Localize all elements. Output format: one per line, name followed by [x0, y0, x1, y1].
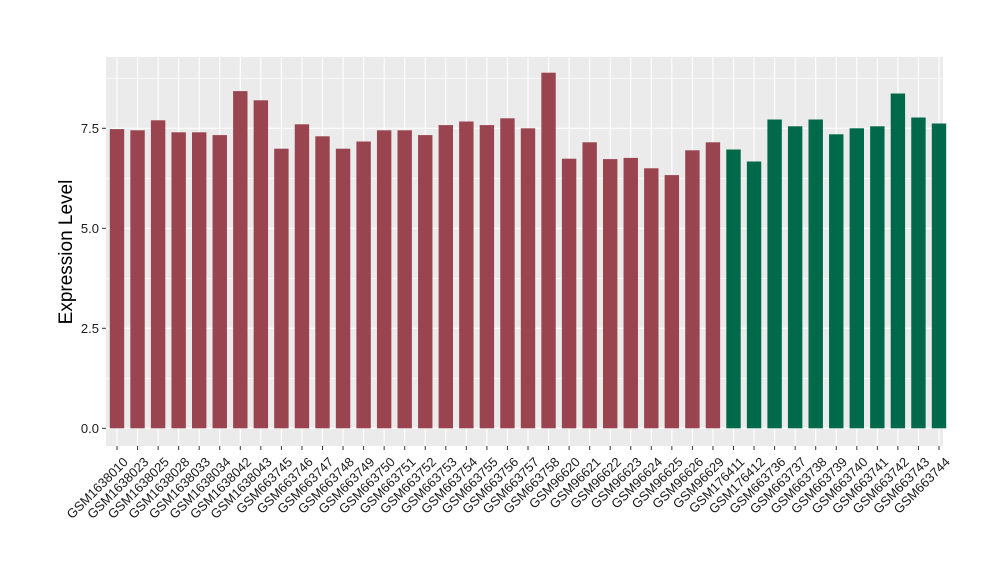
bar-GSM1638025	[150, 120, 166, 429]
bar-GSM1638042	[233, 91, 248, 429]
bar-GSM1638033	[192, 132, 207, 429]
bar-GSM1638034	[212, 135, 227, 429]
bar-GSM663747	[315, 136, 330, 429]
bar-GSM663745	[274, 148, 289, 429]
bar-GSM663750	[376, 130, 392, 429]
bar-GSM663749	[356, 141, 371, 429]
bar-GSM663752	[418, 135, 433, 429]
bar-GSM663753	[438, 125, 453, 429]
bar-GSM663756	[500, 118, 515, 429]
bar-GSM663758	[541, 72, 556, 429]
bar-GSM1638043	[253, 100, 269, 429]
bar-GSM663744	[931, 123, 947, 429]
bar-GSM663748	[335, 148, 351, 429]
bar-GSM176412	[746, 161, 762, 429]
bar-GSM663743	[911, 117, 926, 429]
bar-GSM96629	[705, 142, 721, 429]
bar-GSM96623	[623, 157, 638, 429]
y-tick-label: 5.0	[81, 221, 99, 236]
bar-GSM663742	[890, 93, 906, 429]
bar-GSM663754	[459, 121, 474, 429]
y-tick-label: 2.5	[81, 321, 99, 336]
bar-GSM1638028	[171, 132, 186, 429]
bar-GSM663737	[787, 126, 803, 429]
bar-GSM663751	[397, 130, 412, 429]
bars	[109, 72, 947, 429]
bar-GSM96621	[582, 142, 597, 429]
bar-GSM663738	[808, 119, 823, 429]
bar-GSM1638023	[130, 130, 145, 429]
bar-GSM663741	[870, 126, 885, 429]
y-axis: 0.0 2.5 5.0 7.5	[81, 121, 106, 436]
bar-GSM96626	[685, 150, 700, 429]
bar-GSM96624	[644, 168, 659, 429]
y-tick-label: 7.5	[81, 121, 99, 136]
bar-GSM96620	[561, 158, 577, 429]
y-tick-label: 0.0	[81, 421, 99, 436]
bar-GSM663746	[294, 124, 310, 429]
bar-GSM176411	[726, 149, 741, 429]
bar-GSM663740	[849, 128, 864, 429]
bar-GSM1638010	[109, 129, 125, 429]
x-axis: GSM1638010GSM1638023GSM1638025GSM1638028…	[64, 446, 953, 522]
bar-GSM663736	[767, 119, 782, 429]
bar-GSM663757	[520, 128, 536, 429]
bar-GSM663755	[479, 125, 495, 429]
bar-GSM96625	[664, 175, 680, 429]
bar-GSM663739	[829, 134, 844, 429]
bar-GSM96622	[603, 159, 618, 429]
y-axis-title: Expression Level	[56, 180, 77, 325]
